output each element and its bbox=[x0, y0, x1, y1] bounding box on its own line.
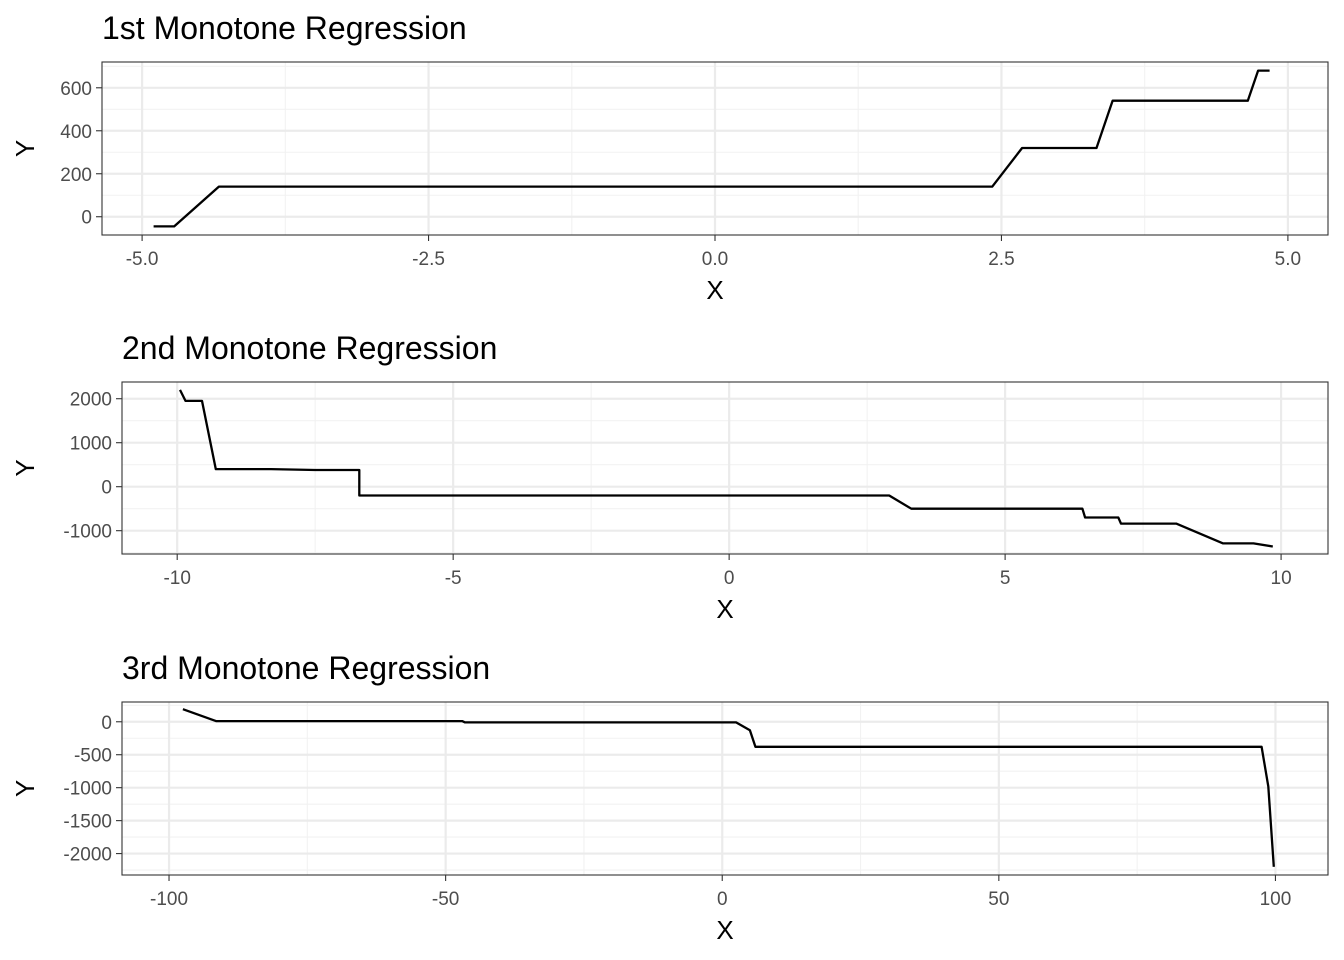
panel-2-x-tick-label: 10 bbox=[1271, 568, 1292, 589]
panel-3-y-tick-label: -1000 bbox=[63, 779, 112, 800]
panel-1-y-tick-label: 0 bbox=[81, 208, 92, 229]
panel-2-y-tick-label: 1000 bbox=[70, 434, 112, 455]
panel-3-x-tick-label: -100 bbox=[150, 889, 188, 910]
panel-3-border bbox=[121, 701, 1329, 876]
panel-3-x-tick-label: 0 bbox=[717, 889, 728, 910]
panel-3-y-tick-label: 0 bbox=[101, 713, 112, 734]
panel-1-y-tick-label: 400 bbox=[60, 122, 92, 143]
panel-3-x-tick-label: -50 bbox=[432, 889, 459, 910]
panel-1-x-tick-label: -2.5 bbox=[412, 249, 445, 270]
panel-1-grid bbox=[102, 62, 1328, 235]
panel-2: 2nd Monotone Regression -10 -5 0 5 10 -1000 0 1… bbox=[10, 330, 1329, 624]
panel-2-x-axis-label: X bbox=[716, 594, 733, 624]
panel-2-y-axis-label: Y bbox=[10, 459, 40, 476]
panel-3-series-line bbox=[182, 708, 1275, 867]
panel-2-title: 2nd Monotone Regression bbox=[122, 330, 497, 366]
panel-1-y-tick-label: 600 bbox=[60, 79, 92, 100]
panel-3-title: 3rd Monotone Regression bbox=[122, 650, 490, 686]
panel-2-y-tick-label: 0 bbox=[101, 478, 112, 499]
panel-2-plot-area bbox=[122, 382, 1328, 554]
panel-2-series bbox=[178, 389, 1273, 548]
panel-3-y-axis-label: Y bbox=[10, 780, 40, 797]
panel-1-x-axis-label: X bbox=[706, 275, 723, 305]
panel-2-border bbox=[121, 381, 1329, 555]
panel-3-y-tick-label: -1500 bbox=[63, 812, 112, 833]
panel-2-ticks: -10 -5 0 5 10 -1000 0 1000 2000 bbox=[63, 390, 1291, 589]
panel-3-x-axis-label: X bbox=[716, 915, 733, 945]
panel-2-series-line bbox=[178, 389, 1273, 548]
panel-1-y-tick-label: 200 bbox=[60, 165, 92, 186]
panel-2-y-tick-label: 2000 bbox=[70, 390, 112, 411]
panel-2-grid bbox=[122, 382, 1328, 554]
panel-1-title: 1st Monotone Regression bbox=[102, 10, 467, 46]
panel-2-x-tick-label: -10 bbox=[163, 568, 190, 589]
panel-2-x-tick-label: -5 bbox=[445, 568, 462, 589]
panel-2-x-tick-label: 0 bbox=[724, 568, 735, 589]
panel-2-y-tick-label: -1000 bbox=[63, 522, 112, 543]
panel-1-ticks: -5.0 -2.5 0.0 2.5 5.0 0 200 400 600 bbox=[60, 79, 1301, 270]
panel-3: 3rd Monotone Regression -100 -50 0 50 100-20… bbox=[10, 650, 1329, 945]
panel-3-y-tick-label: -500 bbox=[74, 746, 112, 767]
panel-1-series-line bbox=[153, 69, 1270, 228]
panel-3-x-tick-label: 50 bbox=[988, 889, 1009, 910]
panel-2-x-tick-label: 5 bbox=[1000, 568, 1011, 589]
panel-3-x-tick-label: 100 bbox=[1260, 889, 1292, 910]
panel-1-x-tick-label: -5.0 bbox=[126, 249, 159, 270]
panel-1-series bbox=[153, 69, 1270, 228]
panel-1-y-axis-label: Y bbox=[10, 140, 40, 157]
panel-1: 1st Monotone Regression -5.0 -2.5 0.0 2.5 5.… bbox=[10, 10, 1329, 305]
panel-3-series bbox=[182, 708, 1275, 867]
panel-1-x-tick-label: 5.0 bbox=[1275, 249, 1301, 270]
panel-1-x-tick-label: 0.0 bbox=[702, 249, 728, 270]
panel-1-x-tick-label: 2.5 bbox=[988, 249, 1014, 270]
panel-3-y-tick-label: -2000 bbox=[63, 845, 112, 866]
